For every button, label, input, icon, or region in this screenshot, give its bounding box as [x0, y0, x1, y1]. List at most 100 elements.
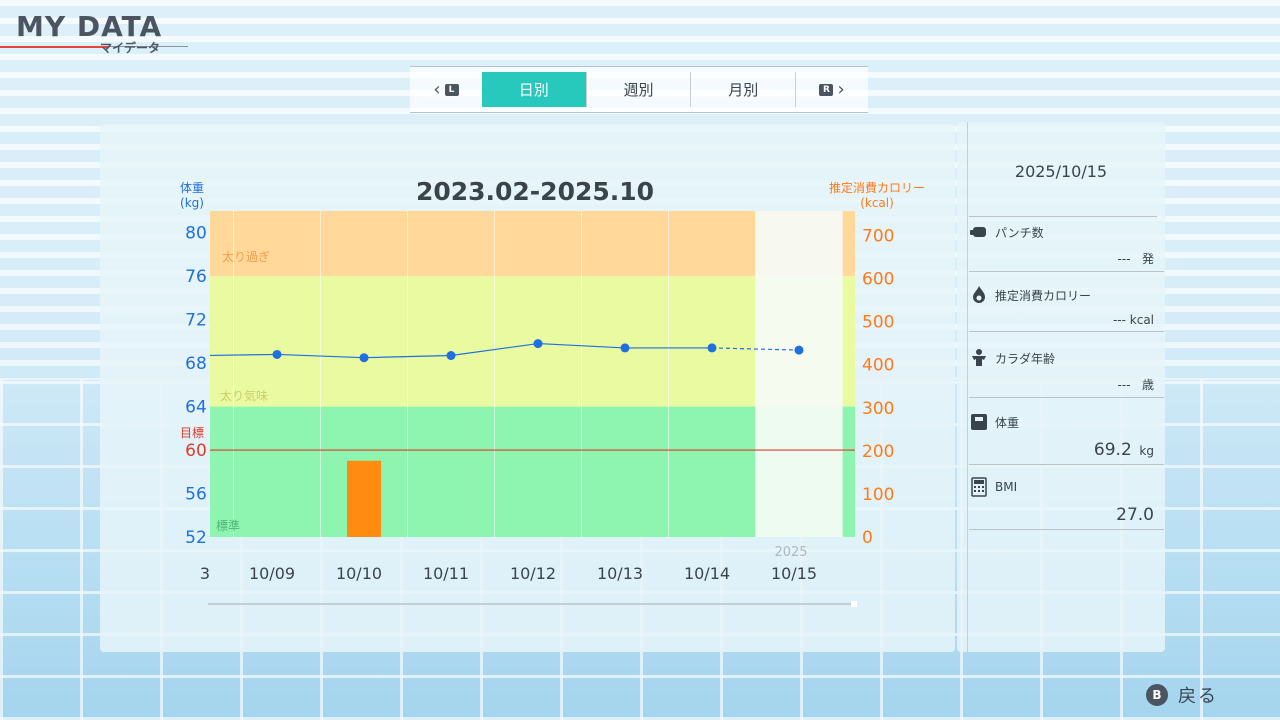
- zone-slight: [210, 276, 855, 407]
- tab-daily[interactable]: 日別: [481, 72, 586, 107]
- panel-divider: [967, 122, 968, 652]
- chart-period-title: 2023.02-2025.10: [416, 177, 654, 206]
- tab-monthly[interactable]: 月別: [690, 72, 795, 107]
- right-tick-label: 100: [862, 485, 894, 505]
- scale-icon: [969, 412, 989, 432]
- body-age-label: カラダ年齢: [995, 351, 1056, 366]
- zone-label-slight: 太り気味: [220, 388, 268, 403]
- left-axis-unit: (kg): [180, 196, 204, 210]
- weight-point: [533, 339, 543, 349]
- left-tick-label: 80: [185, 224, 207, 244]
- left-tick-label: 64: [185, 398, 207, 418]
- page-title: MY DATA マイデータ: [0, 10, 188, 55]
- left-tick-label: 60: [185, 441, 207, 461]
- weight-point: [446, 351, 456, 361]
- weight-point: [794, 345, 804, 355]
- weight-line-segment: [450, 342, 539, 357]
- title-main: MY DATA: [16, 10, 163, 43]
- right-axis-unit: (kcal): [860, 196, 894, 210]
- weight-line-segment: [711, 347, 800, 351]
- title-subtitle: マイデータ: [100, 41, 161, 55]
- x-tick-label: 10/13: [597, 564, 643, 583]
- stat-weight: 体重 69.2 kg: [969, 412, 1164, 465]
- left-tick-label: 68: [185, 354, 207, 374]
- punch-unit: 発: [1141, 252, 1154, 266]
- calculator-icon: [969, 477, 989, 497]
- x-tick-label: 10/10: [336, 564, 382, 583]
- punch-value: ---: [1117, 252, 1131, 266]
- calorie-bar: [347, 460, 381, 537]
- title-underline-gray: [108, 46, 188, 47]
- partial-x-tick-label: 3: [200, 564, 210, 583]
- selected-date: 2025/10/15: [1014, 162, 1108, 181]
- body-age-value: ---: [1117, 378, 1131, 392]
- zone-label-over: 太り過ぎ: [222, 249, 270, 264]
- weight-line-segment: [363, 354, 452, 359]
- selected-day-column: [756, 211, 842, 537]
- punch-icon: [969, 222, 989, 242]
- calories-label: 推定消費カロリー: [995, 288, 1092, 303]
- date-divider: [969, 216, 1157, 217]
- left-tick-label: 76: [185, 267, 207, 287]
- chevron-left-icon: ‹: [433, 79, 441, 100]
- flame-icon: [969, 285, 989, 305]
- weight-line-segment: [209, 353, 278, 357]
- weight-line-segment: [537, 342, 626, 349]
- weight-point: [707, 343, 717, 353]
- year-label: 2025: [774, 545, 807, 560]
- muscle-icon: [969, 348, 989, 368]
- chart-scrollbar-thumb[interactable]: [851, 601, 857, 607]
- right-tick-label: 400: [862, 356, 894, 376]
- weight-point: [272, 349, 282, 359]
- right-tick-label: 200: [862, 442, 894, 462]
- stat-calories: 推定消費カロリー --- kcal: [969, 285, 1164, 332]
- weight-value: 69.2: [1093, 440, 1132, 460]
- b-button-icon: B: [1146, 684, 1168, 706]
- body-age-unit: 歳: [1141, 378, 1154, 392]
- l-button-icon: L: [444, 83, 459, 96]
- back-button[interactable]: B 戻る: [1146, 682, 1218, 708]
- back-label: 戻る: [1178, 686, 1218, 707]
- x-tick-label: 10/14: [684, 564, 730, 583]
- right-tick-label: 300: [862, 399, 894, 419]
- bmi-label: BMI: [995, 480, 1018, 494]
- right-tick-label: 700: [862, 227, 894, 247]
- stat-body-age: カラダ年齢 --- 歳: [969, 348, 1164, 398]
- stat-bmi: BMI 27.0: [969, 477, 1164, 530]
- bmi-value: 27.0: [1116, 505, 1154, 525]
- r-button-icon: R: [819, 83, 834, 96]
- punch-label: パンチ数: [995, 225, 1044, 240]
- weight-label: 体重: [995, 415, 1020, 430]
- right-tick-label: 600: [862, 270, 894, 290]
- left-tick-label: 52: [185, 528, 207, 548]
- x-tick-label: 10/09: [249, 564, 295, 583]
- title-underline: [0, 46, 108, 48]
- right-tick-label: 500: [862, 313, 894, 333]
- chevron-right-icon: ›: [837, 79, 845, 100]
- left-axis-label: 体重: [180, 181, 204, 195]
- tab-prev-button[interactable]: ‹ L: [410, 72, 482, 107]
- x-tick-label: 10/12: [510, 564, 556, 583]
- x-tick-label: 10/15: [771, 564, 817, 583]
- zone-normal: [210, 406, 855, 537]
- period-tabs: ‹ L 日別 週別 月別 R ›: [410, 66, 868, 113]
- weight-unit: kg: [1139, 444, 1154, 458]
- x-tick-label: 10/11: [423, 564, 469, 583]
- stat-punch: パンチ数 --- 発: [969, 222, 1164, 272]
- calories-value: ---: [1112, 313, 1126, 327]
- right-axis-label: 推定消費カロリー: [829, 180, 925, 195]
- target-label: 目標: [180, 426, 204, 440]
- left-tick-label: 72: [185, 311, 207, 331]
- right-tick-label: 0: [862, 528, 873, 548]
- weight-point: [359, 353, 369, 363]
- weight-line-segment: [276, 353, 365, 359]
- tab-next-button[interactable]: R ›: [795, 72, 868, 107]
- tab-weekly[interactable]: 週別: [585, 72, 691, 107]
- zone-label-normal: 標準: [216, 518, 240, 533]
- details-panel: 2025/10/15 パンチ数 --- 発 推定消費カロリー --- kcal …: [957, 122, 1165, 652]
- weight-point: [620, 343, 630, 353]
- left-tick-label: 56: [185, 485, 207, 505]
- zone-over: [210, 211, 855, 277]
- calories-unit: kcal: [1129, 313, 1154, 327]
